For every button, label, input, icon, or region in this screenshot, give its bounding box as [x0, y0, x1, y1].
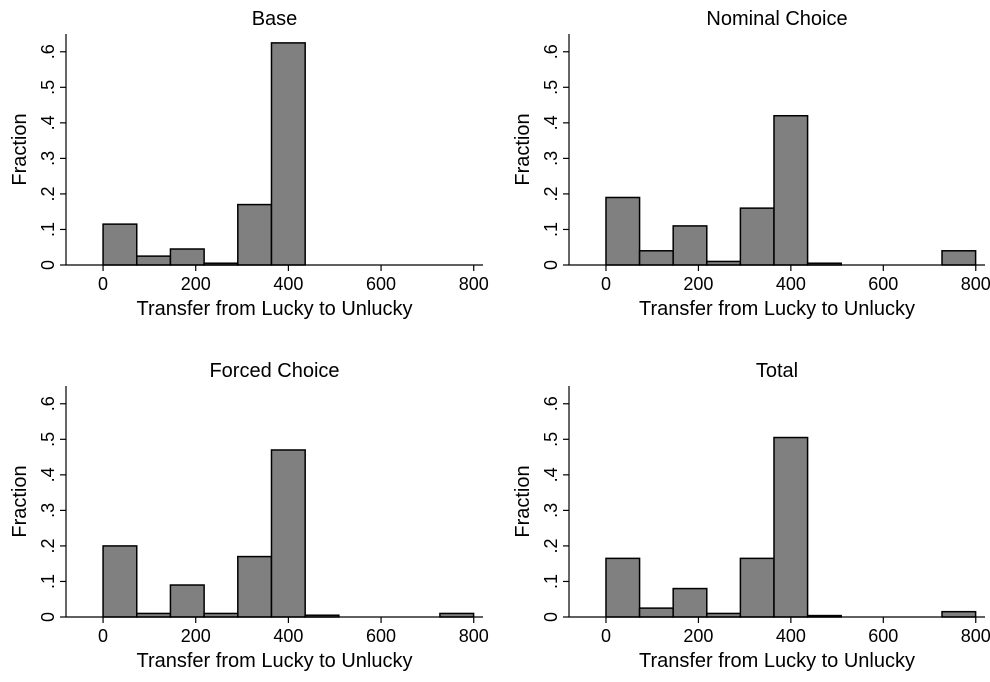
x-tick-label: 0 [98, 626, 108, 646]
y-tick-label: .4 [541, 115, 561, 130]
y-tick-label: .2 [541, 186, 561, 201]
x-tick-label: 600 [366, 274, 396, 294]
y-tick-label: .4 [541, 467, 561, 482]
x-tick-label: 600 [868, 626, 898, 646]
histogram-bar [672, 587, 708, 618]
y-tick-label: .4 [38, 115, 58, 130]
y-tick-label: .5 [541, 80, 561, 95]
chart-panel: 0 200 400 600 800 0 .1 .2 .3 .4 .5 .6 Total Transfer … [512, 360, 990, 672]
y-tick-label: 0 [38, 612, 58, 622]
x-tick-label: 0 [601, 274, 611, 294]
histogram-bar [270, 42, 306, 266]
x-tick-label: 200 [181, 626, 211, 646]
x-tick-label: 200 [683, 626, 713, 646]
x-axis-label: Transfer from Lucky to Unlucky [639, 650, 915, 672]
y-tick-label: .5 [541, 432, 561, 447]
histogram-bar [136, 255, 172, 266]
chart-title: Forced Choice [209, 360, 339, 382]
x-tick-label: 400 [776, 274, 806, 294]
x-tick-label: 200 [181, 274, 211, 294]
histogram-bar [773, 436, 809, 618]
histogram-bar [102, 545, 138, 618]
histogram-bar [638, 250, 674, 266]
y-tick-label: 0 [541, 612, 561, 622]
y-tick-label: .1 [38, 574, 58, 589]
histogram-bar [169, 584, 205, 618]
y-tick-label: .3 [38, 503, 58, 518]
histogram-bar [169, 248, 205, 266]
y-tick-label: .1 [541, 222, 561, 237]
y-tick-label: .4 [38, 467, 58, 482]
x-tick-label: 400 [273, 626, 303, 646]
y-tick-label: .6 [541, 44, 561, 59]
x-tick-label: 200 [683, 274, 713, 294]
histogram-bar [739, 207, 775, 266]
y-tick-label: .6 [38, 44, 58, 59]
histogram-bar [605, 557, 641, 618]
y-axis-label: Fraction [9, 113, 31, 185]
histogram-bar [237, 555, 273, 618]
y-tick-label: .2 [38, 538, 58, 553]
x-tick-label: 400 [776, 626, 806, 646]
chart-title: Total [756, 360, 798, 382]
chart-panel: 0 200 400 600 800 0 .1 .2 .3 .4 .5 .6 Nominal Choice… [512, 8, 990, 320]
y-tick-label: .2 [38, 186, 58, 201]
y-tick-label: .1 [38, 222, 58, 237]
y-tick-label: .3 [541, 151, 561, 166]
x-tick-label: 800 [961, 274, 990, 294]
y-tick-label: .1 [541, 574, 561, 589]
x-tick-label: 800 [961, 626, 990, 646]
chart-title: Base [252, 8, 298, 30]
chart-panel: 0 200 400 600 800 0 .1 .2 .3 .4 .5 .6 Base Transfer f… [9, 8, 489, 320]
histogram-bar [672, 225, 708, 266]
y-axis-label: Fraction [9, 465, 31, 537]
chart-panel: 0 200 400 600 800 0 .1 .2 .3 .4 .5 .6 Forced Choice T… [9, 360, 489, 672]
y-axis-label: Fraction [512, 465, 534, 537]
y-tick-label: 0 [38, 260, 58, 270]
x-axis-label: Transfer from Lucky to Unlucky [136, 650, 412, 672]
x-axis-label: Transfer from Lucky to Unlucky [136, 298, 412, 320]
x-tick-label: 0 [601, 626, 611, 646]
y-tick-label: .3 [541, 503, 561, 518]
x-axis-label: Transfer from Lucky to Unlucky [639, 298, 915, 320]
y-tick-label: .2 [541, 538, 561, 553]
chart-title: Nominal Choice [706, 8, 847, 30]
histogram-bar [941, 250, 977, 266]
histogram-bar [773, 114, 809, 266]
x-tick-label: 800 [459, 274, 489, 294]
y-tick-label: 0 [541, 260, 561, 270]
histogram-bar [638, 607, 674, 618]
x-tick-label: 600 [868, 274, 898, 294]
y-tick-label: .6 [541, 396, 561, 411]
x-tick-label: 800 [459, 626, 489, 646]
histogram-bar [102, 223, 138, 266]
y-tick-label: .3 [38, 151, 58, 166]
histogram-bar [941, 610, 977, 618]
y-tick-label: .5 [38, 432, 58, 447]
x-tick-label: 0 [98, 274, 108, 294]
histogram-bar [739, 557, 775, 618]
x-tick-label: 600 [366, 626, 396, 646]
histogram-bar [237, 203, 273, 266]
x-tick-label: 400 [273, 274, 303, 294]
histogram-bar [270, 449, 306, 618]
y-tick-label: .6 [38, 396, 58, 411]
y-tick-label: .5 [38, 80, 58, 95]
histogram-bar [605, 196, 641, 266]
y-axis-label: Fraction [512, 113, 534, 185]
